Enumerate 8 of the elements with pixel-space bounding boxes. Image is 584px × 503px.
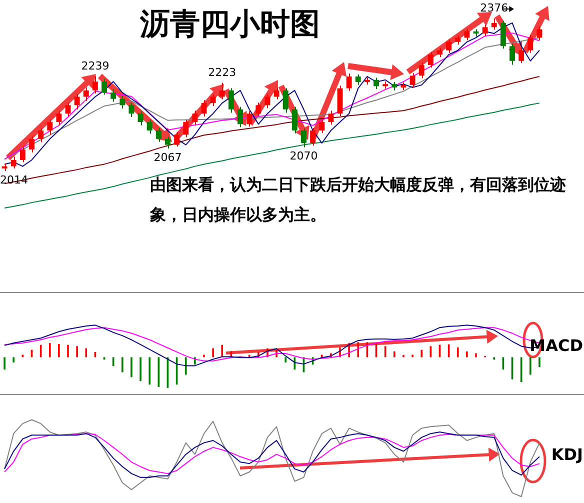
annotation: 2376 bbox=[480, 2, 508, 15]
annotation: 2067 bbox=[154, 150, 182, 164]
text: 由图来看，认为二日下跌后开始大幅度反弹，有回落到位迹象，日内操作以多为主。 bbox=[150, 174, 567, 226]
chart-title: 沥青四小时图 bbox=[140, 6, 320, 44]
annotation: 2070 bbox=[290, 150, 318, 163]
annotation: 2223 bbox=[208, 66, 236, 80]
text: KDJ bbox=[551, 445, 583, 464]
annotation: 2239 bbox=[81, 59, 110, 72]
